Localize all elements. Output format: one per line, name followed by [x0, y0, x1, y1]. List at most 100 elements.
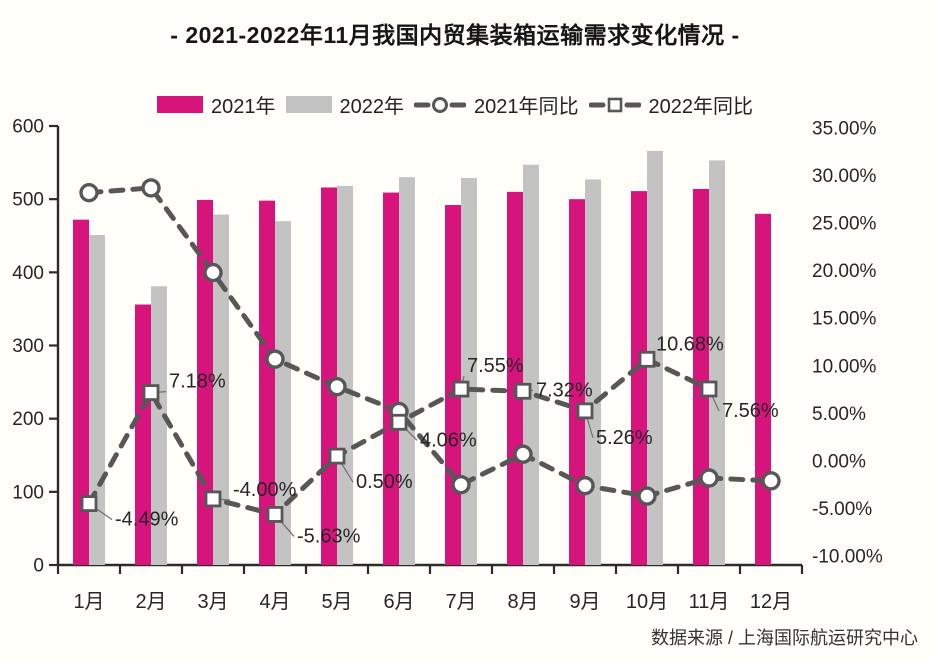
- legend-label-2022-yoy: 2022年同比: [648, 96, 754, 118]
- data-label-2022年同比-5月: 0.50%: [356, 471, 413, 493]
- marker-circle-4月: [265, 349, 285, 369]
- legend-item-2022-yoy: 2022年同比: [588, 90, 754, 119]
- data-label-2022年同比-6月: 4.06%: [420, 429, 477, 451]
- marker-square-8月: [514, 382, 532, 400]
- legend-line-circle-icon: [413, 95, 467, 115]
- bar-2021年-12月: [755, 213, 771, 566]
- left-axis-tick-label: 100: [12, 482, 44, 503]
- bar-series-2022年: [89, 150, 725, 566]
- right-axis-tick-label: 30.00%: [812, 166, 877, 187]
- right-axis-tick-label: 20.00%: [812, 261, 877, 282]
- bar-2022年-6月: [399, 177, 415, 565]
- bar-2021年-2月: [135, 304, 151, 565]
- line-series-2021年同比: [79, 178, 781, 506]
- bar-2021年-5月: [321, 187, 337, 565]
- marker-circle-3月: [203, 262, 223, 283]
- left-axis-tick-label: 400: [12, 263, 44, 284]
- x-axis-month-label: 1月: [73, 591, 104, 613]
- marker-square-2月: [142, 384, 160, 401]
- left-axis-tick-label: 300: [12, 336, 44, 357]
- bar-2021年-6月: [383, 192, 399, 565]
- chart-title: - 2021-2022年11月我国内贸集装箱运输需求变化情况 -: [170, 22, 740, 48]
- bar-2022年-7月: [461, 177, 477, 565]
- bar-2021年-8月: [507, 191, 523, 565]
- legend-item-2021-yoy: 2021年同比: [413, 90, 579, 119]
- marker-circle-10月: [637, 486, 657, 506]
- data-label-2022年同比-2月: 7.18%: [169, 371, 226, 393]
- marker-square-10月: [638, 350, 656, 368]
- legend-line-square-icon: [588, 95, 641, 115]
- data-label-2022年同比-9月: 5.26%: [596, 427, 653, 449]
- bar-2022年-4月: [275, 221, 291, 565]
- left-axis-tick-label: 200: [12, 409, 44, 430]
- right-axis-tick-label: -10.00%: [812, 547, 883, 568]
- marker-circle-7月: [451, 474, 471, 495]
- left-axis-tick-label: 600: [12, 117, 44, 138]
- right-axis-tick-label: 25.00%: [812, 214, 877, 235]
- x-axis-month-label: 3月: [197, 591, 228, 613]
- right-axis-tick-label: 10.00%: [812, 356, 877, 377]
- legend-item-2022-bar: 2022年: [285, 90, 405, 119]
- marker-circle-12月: [761, 471, 781, 491]
- x-axis-month-label: 6月: [383, 591, 414, 613]
- x-axis-month-label: 11月: [689, 591, 730, 613]
- marker-square-7月: [452, 380, 470, 398]
- bar-2022年-1月: [89, 235, 105, 566]
- marker-circle-8月: [513, 444, 533, 464]
- x-axis-month-label: 9月: [569, 591, 600, 613]
- bar-2021年-10月: [631, 191, 647, 565]
- axes: 0 100 200 300 400 500 600 35.00% 30.00% 25.00% 20.…: [12, 117, 883, 614]
- bar-2022年-9月: [585, 179, 601, 565]
- legend-item-2021-bar: 2021年: [157, 90, 276, 119]
- marker-circle-11月: [699, 468, 719, 488]
- legend-label-2022: 2022年: [339, 96, 405, 118]
- bar-2022年-5月: [337, 185, 353, 565]
- marker-square-11月: [700, 380, 718, 398]
- bar-2021年-1月: [73, 219, 89, 566]
- data-label-2022年同比-7月: 7.55%: [467, 355, 524, 377]
- bar-2022年-8月: [523, 164, 539, 566]
- x-axis-month-label: 8月: [507, 591, 538, 613]
- x-axis-month-label: 2月: [135, 591, 166, 613]
- legend-label-2021: 2021年: [211, 96, 276, 118]
- data-label-2022年同比-4月: -5.63%: [297, 525, 361, 547]
- right-axis-tick-label: 5.00%: [812, 404, 866, 425]
- x-axis-month-label: 4月: [259, 591, 290, 613]
- marker-circle-2月: [141, 178, 161, 198]
- left-axis-tick-label: 500: [12, 190, 44, 211]
- left-axis-tick-label: 0: [33, 556, 44, 577]
- marker-circle-9月: [575, 475, 595, 496]
- legend-label-2021-yoy: 2021年同比: [474, 96, 579, 118]
- marker-square-1月: [80, 495, 98, 512]
- right-axis-tick-label: 0.00%: [812, 451, 866, 472]
- marker-circle-5月: [327, 377, 347, 397]
- legend-swatch-2021-icon: [157, 96, 203, 113]
- bar-2022年-11月: [709, 160, 725, 565]
- chart-legend: 2021年 2022年 2021年同比 2022年同比: [0, 90, 910, 119]
- bar-2021年-11月: [693, 188, 709, 565]
- marker-square-4月: [266, 506, 284, 523]
- legend-swatch-2022-icon: [285, 96, 332, 113]
- data-label-2022年同比-11月: 7.56%: [722, 400, 779, 422]
- right-axis-tick-label: -5.00%: [812, 499, 872, 520]
- data-label-2022年同比-8月: 7.32%: [536, 379, 593, 401]
- marker-square-6月: [390, 413, 408, 431]
- source-caption: 数据来源 / 上海国际航运研究中心: [650, 628, 918, 648]
- bar-2022年-3月: [213, 214, 229, 565]
- data-label-2022年同比-1月: -4.49%: [115, 509, 179, 531]
- x-axis-month-label: 10月: [626, 591, 668, 613]
- right-axis-tick-label: 15.00%: [812, 309, 877, 330]
- data-label-2022年同比-3月: -4.00%: [233, 479, 297, 501]
- marker-circle-1月: [79, 182, 99, 203]
- x-axis-month-label: 7月: [445, 591, 476, 613]
- bar-2021年-4月: [259, 200, 275, 565]
- right-axis-tick-label: 35.00%: [812, 119, 877, 140]
- bars: [73, 150, 771, 566]
- bar-2022年-2月: [151, 286, 167, 565]
- marker-square-5月: [328, 447, 346, 465]
- bar-2021年-9月: [569, 199, 585, 565]
- x-axis-month-label: 12月: [750, 591, 792, 613]
- data-label-2022年同比-10月: 10.68%: [656, 333, 724, 355]
